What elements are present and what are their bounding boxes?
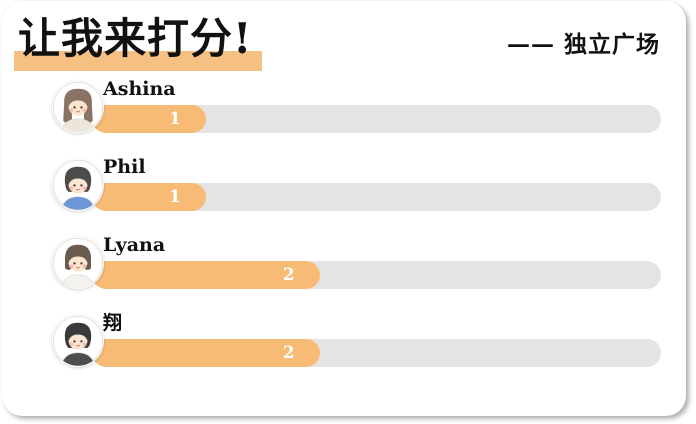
row-content: 翔 2: [92, 312, 661, 368]
score-value: 2: [282, 265, 295, 286]
page-title-text: 让我来打分!: [14, 14, 263, 71]
header: 让我来打分! —— 独立广场: [2, 1, 686, 71]
score-value: 1: [168, 109, 181, 130]
row-content: Lyana 2: [92, 234, 661, 290]
score-bar-track: 2: [92, 339, 661, 368]
list-item: Phil 1: [52, 156, 661, 212]
boy-curly-hair-avatar: [52, 159, 104, 212]
score-card: 让我来打分! —— 独立广场 Ashina 1 Phil 1: [2, 1, 686, 416]
list-item: Ashina 1: [52, 78, 661, 134]
subtitle: —— 独立广场: [506, 31, 660, 59]
list-item: 翔 2: [52, 312, 661, 368]
boy-black-hair-avatar: [52, 315, 104, 368]
score-bar-track: 1: [92, 105, 661, 134]
member-name: Lyana: [103, 234, 166, 257]
score-bar-track: 2: [92, 261, 661, 290]
girl-long-hair-avatar: [52, 81, 104, 134]
score-bar-fill: 1: [92, 183, 206, 212]
row-content: Phil 1: [92, 156, 661, 212]
score-value: 2: [282, 343, 295, 364]
member-name: Phil: [103, 156, 146, 179]
score-bar-fill: 2: [92, 261, 320, 290]
score-value: 1: [168, 187, 181, 208]
list-item: Lyana 2: [52, 234, 661, 290]
member-name: Ashina: [103, 78, 176, 101]
girl-bob-hair-avatar: [52, 237, 104, 290]
member-name: 翔: [103, 312, 123, 335]
page-title: 让我来打分!: [14, 14, 263, 71]
score-rows: Ashina 1 Phil 1 Lyana: [2, 78, 686, 368]
score-bar-track: 1: [92, 183, 661, 212]
score-bar-fill: 2: [92, 339, 320, 368]
row-content: Ashina 1: [92, 78, 661, 134]
score-bar-fill: 1: [92, 105, 206, 134]
